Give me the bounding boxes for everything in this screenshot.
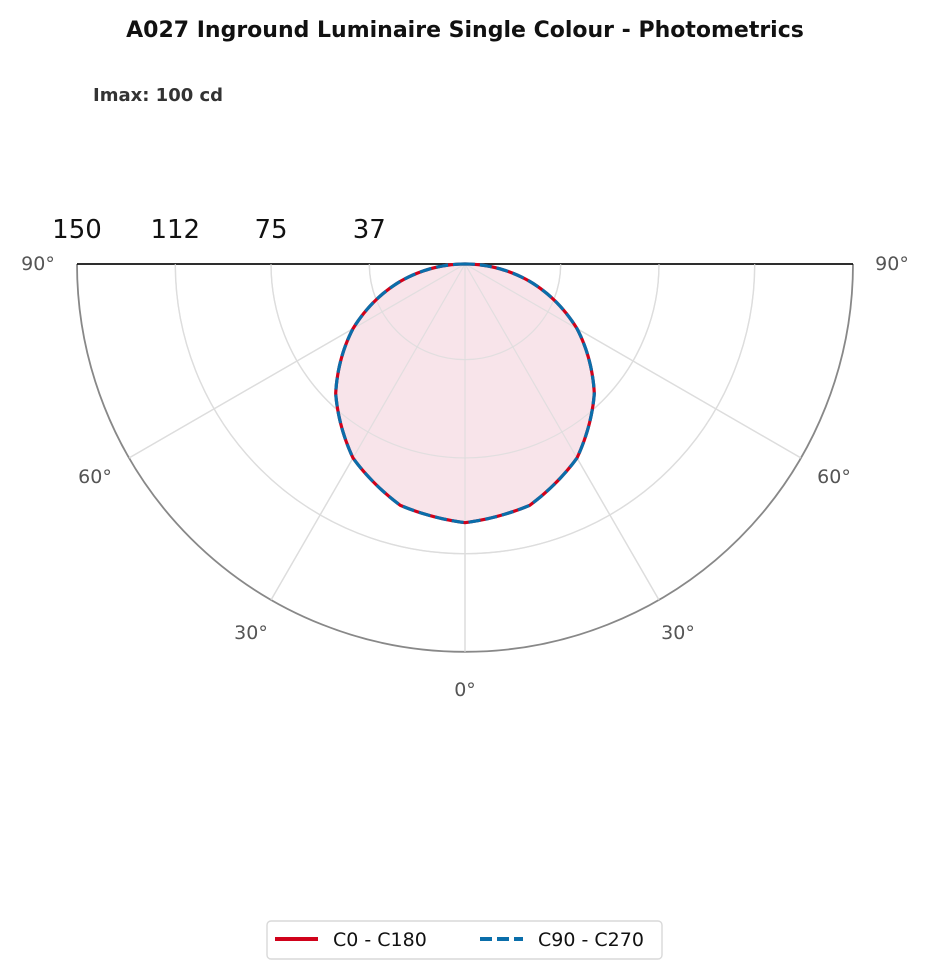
radial-tick-label: 150	[52, 215, 102, 245]
radial-tick-label: 75	[254, 215, 287, 245]
chart-subtitle: Imax: 100 cd	[93, 85, 223, 106]
chart-title: A027 Inground Luminaire Single Colour - …	[126, 18, 804, 43]
angle-label-0: 0°	[454, 679, 476, 701]
angular-grid-line-overlay	[464, 263, 660, 601]
angle-label-right-90: 90°	[875, 253, 909, 275]
angular-grid-line-overlay	[270, 263, 466, 601]
legend-label-c90-c270: C90 - C270	[538, 929, 644, 951]
legend-box	[266, 920, 663, 960]
angular-grid-line-overlay	[464, 263, 802, 459]
angle-label-left-60: 60°	[78, 466, 112, 488]
angle-label-right-60: 60°	[817, 466, 851, 488]
radial-tick-label: 112	[150, 215, 200, 245]
radial-tick-label: 37	[353, 215, 386, 245]
angle-label-left-30: 30°	[234, 622, 268, 644]
angle-label-right-30: 30°	[661, 622, 695, 644]
angular-grid-line-overlay	[128, 263, 466, 459]
angle-label-left-90: 90°	[21, 253, 55, 275]
legend-label-c0-c180: C0 - C180	[333, 929, 427, 951]
